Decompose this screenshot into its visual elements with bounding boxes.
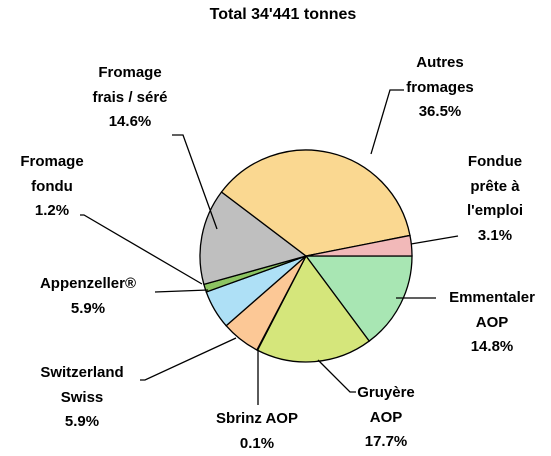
value-label: 3.1% <box>477 226 513 244</box>
slice-label: Fondue prête à l'emploi 3.1% <box>467 150 523 248</box>
value-label: 17.7% <box>364 433 408 450</box>
category-label: Fromage fondu <box>20 153 84 195</box>
leader-line <box>317 359 356 393</box>
value-label: 0.1% <box>239 434 275 452</box>
pie-slice <box>220 149 411 257</box>
pie-slice <box>304 255 413 342</box>
category-label: Emmentaler AOP <box>449 289 535 331</box>
slice-label: Autres fromages 36.5% <box>406 51 474 125</box>
value-label: 5.9% <box>64 413 100 430</box>
slice-label: Gruyère AOP 17.7% <box>357 381 415 455</box>
slice-label: Emmentaler AOP 14.8% <box>449 286 535 360</box>
pie-slice <box>305 234 413 257</box>
chart-title: Total 34'441 tonnes <box>209 6 357 23</box>
slice-label: Sbrinz AOP 0.1% <box>216 407 298 456</box>
pie-slice <box>256 254 371 363</box>
leader-line <box>154 289 209 293</box>
slice-label: Appenzeller® 5.9% <box>40 272 136 321</box>
leader-line <box>410 235 459 245</box>
category-label: Switzerland Swiss <box>40 364 124 406</box>
value-label: 5.9% <box>70 299 106 317</box>
leader-line <box>172 134 218 230</box>
leader-line <box>370 89 404 155</box>
category-label: Gruyère AOP <box>357 384 415 426</box>
value-label: 36.5% <box>418 103 462 120</box>
category-label: Fondue prête à l'emploi <box>466 153 524 219</box>
pie-slice <box>199 191 308 286</box>
value-label: 14.6% <box>108 113 152 130</box>
category-label: Appenzeller® <box>39 275 137 292</box>
slice-label: Switzerland Swiss 5.9% <box>40 361 123 435</box>
value-label: 1.2% <box>34 202 70 219</box>
slice-label: Fromage frais / séré 14.6% <box>92 61 167 135</box>
category-label: Fromage frais / séré <box>92 64 168 106</box>
category-label: Sbrinz AOP <box>216 410 298 427</box>
category-label: Autres fromages <box>406 54 474 96</box>
leader-line <box>140 337 237 381</box>
leader-line <box>80 214 203 285</box>
value-label: 14.8% <box>470 338 514 355</box>
slice-label: Fromage fondu 1.2% <box>20 150 83 224</box>
